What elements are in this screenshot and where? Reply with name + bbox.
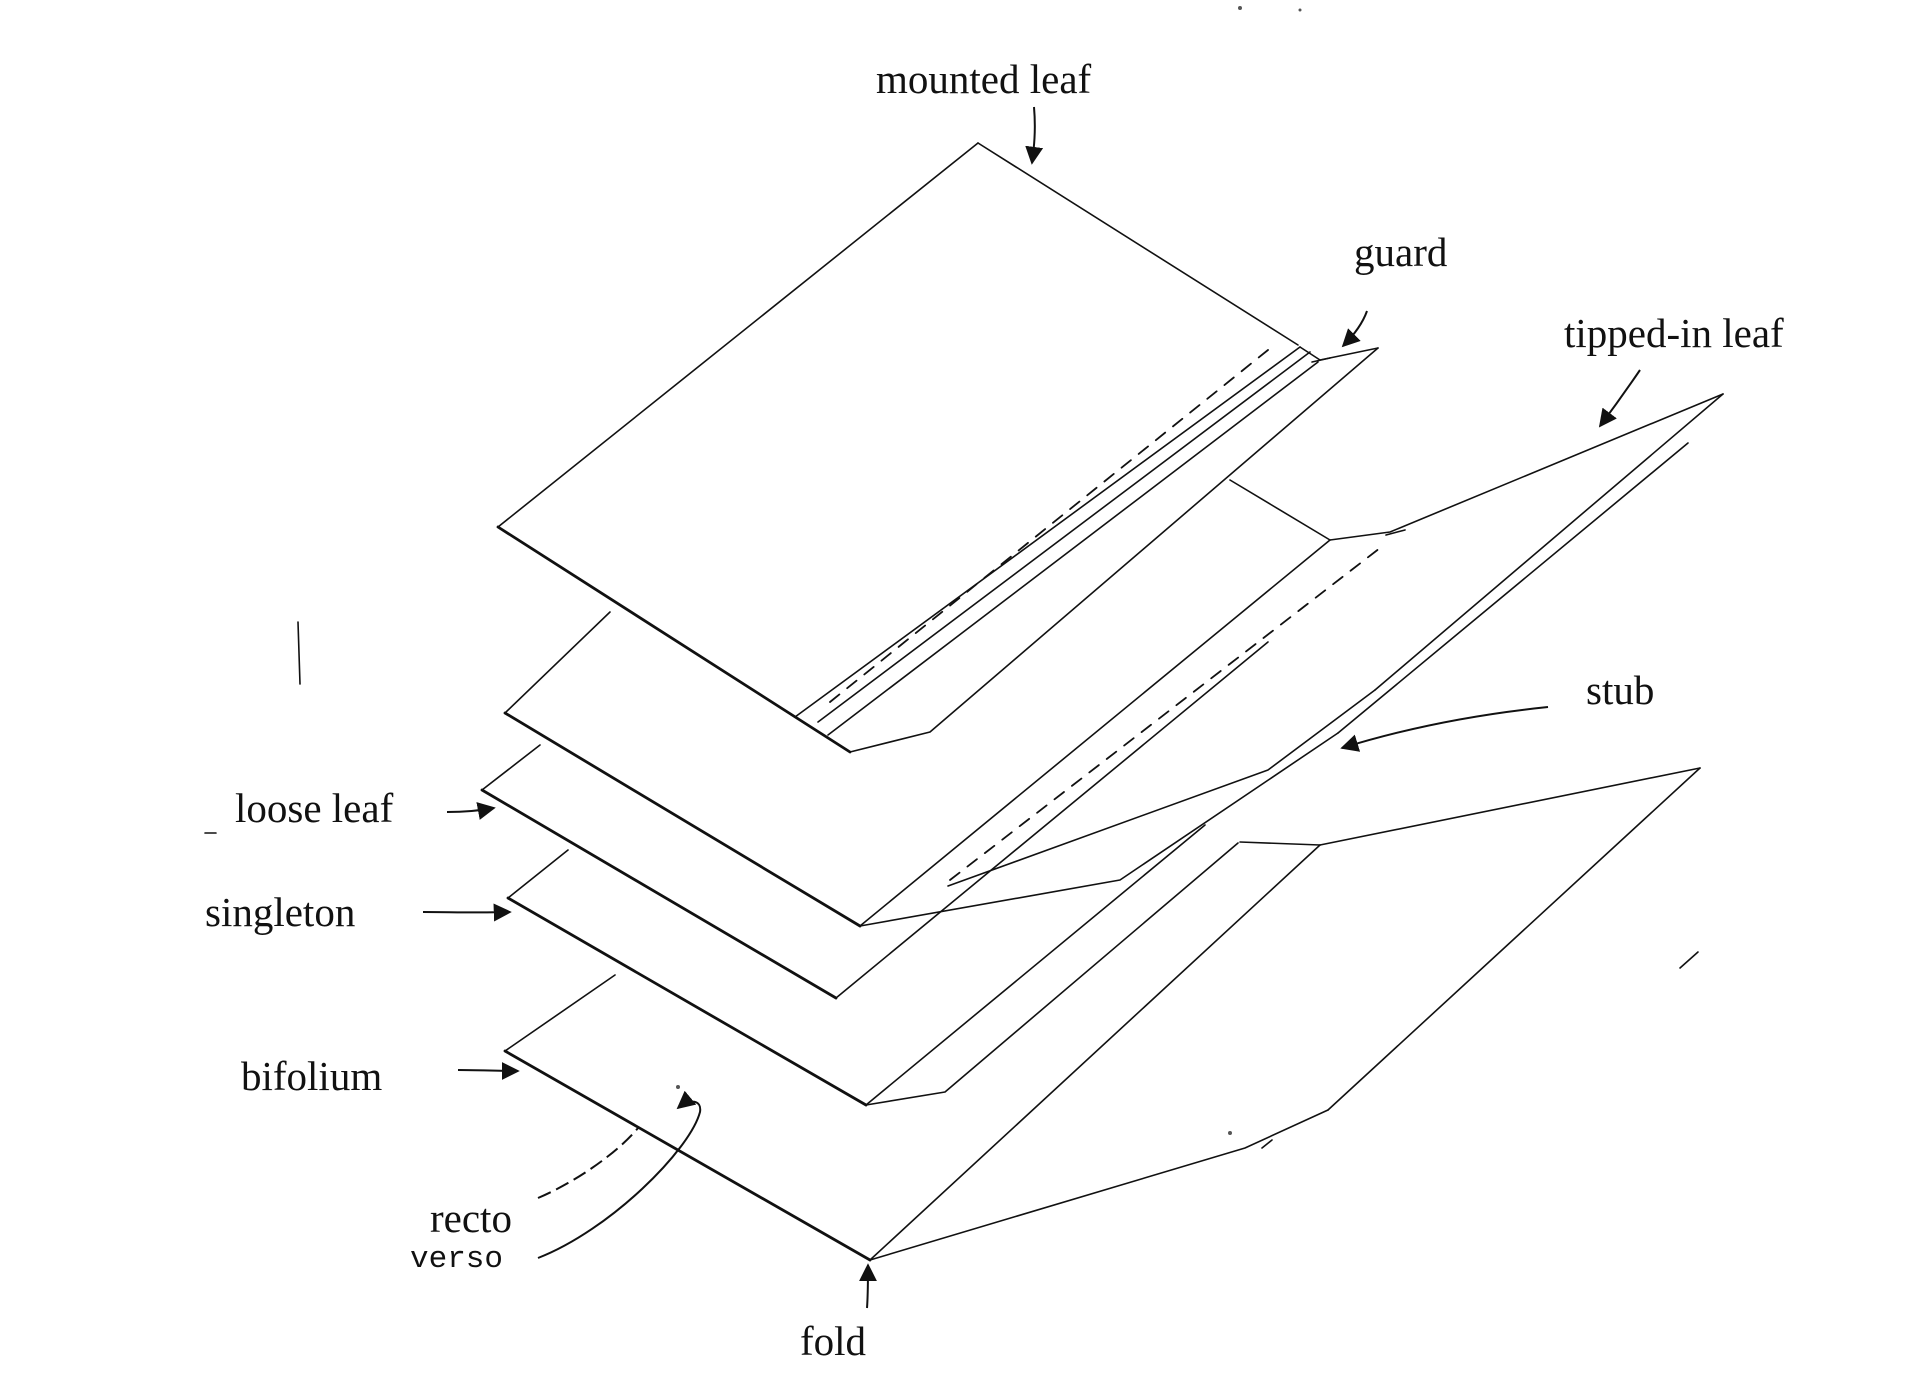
arrow-tipped-in-leaf [1598, 369, 1641, 428]
arrow-guard [1341, 310, 1368, 348]
bifolium-sheet [503, 767, 1701, 1262]
label-guard: guard [1354, 229, 1447, 275]
label-fold: fold [800, 1318, 866, 1364]
label-stub: stub [1586, 667, 1654, 713]
label-singleton: singleton [205, 889, 355, 935]
singleton-sheet [506, 824, 1239, 1107]
pointer-arrows [422, 106, 1641, 1309]
arrow-fold [858, 1263, 877, 1309]
arrow-stub [1340, 706, 1549, 752]
label-tipped-in-leaf: tipped-in leaf [1564, 310, 1784, 356]
mounted-leaf-sheet [496, 142, 1379, 754]
tipped-in-leaf-sheet [503, 393, 1724, 928]
arrow-loose-leaf [446, 802, 496, 820]
label-loose-leaf: loose leaf [235, 785, 394, 831]
arrow-bifolium [457, 1061, 520, 1080]
loose-leaf-sheet [480, 641, 1269, 1000]
label-recto: recto [430, 1195, 512, 1241]
labels: mounted leaf guard tipped-in leaf stub l… [205, 56, 1784, 1364]
stray-marks [204, 6, 1699, 1135]
label-bifolium: bifolium [241, 1053, 382, 1099]
arrow-verso [537, 1090, 702, 1259]
label-mounted-leaf: mounted leaf [876, 56, 1092, 102]
arrow-mounted-leaf [1025, 106, 1044, 165]
label-verso: verso [410, 1242, 503, 1277]
arrow-recto [537, 1127, 639, 1199]
